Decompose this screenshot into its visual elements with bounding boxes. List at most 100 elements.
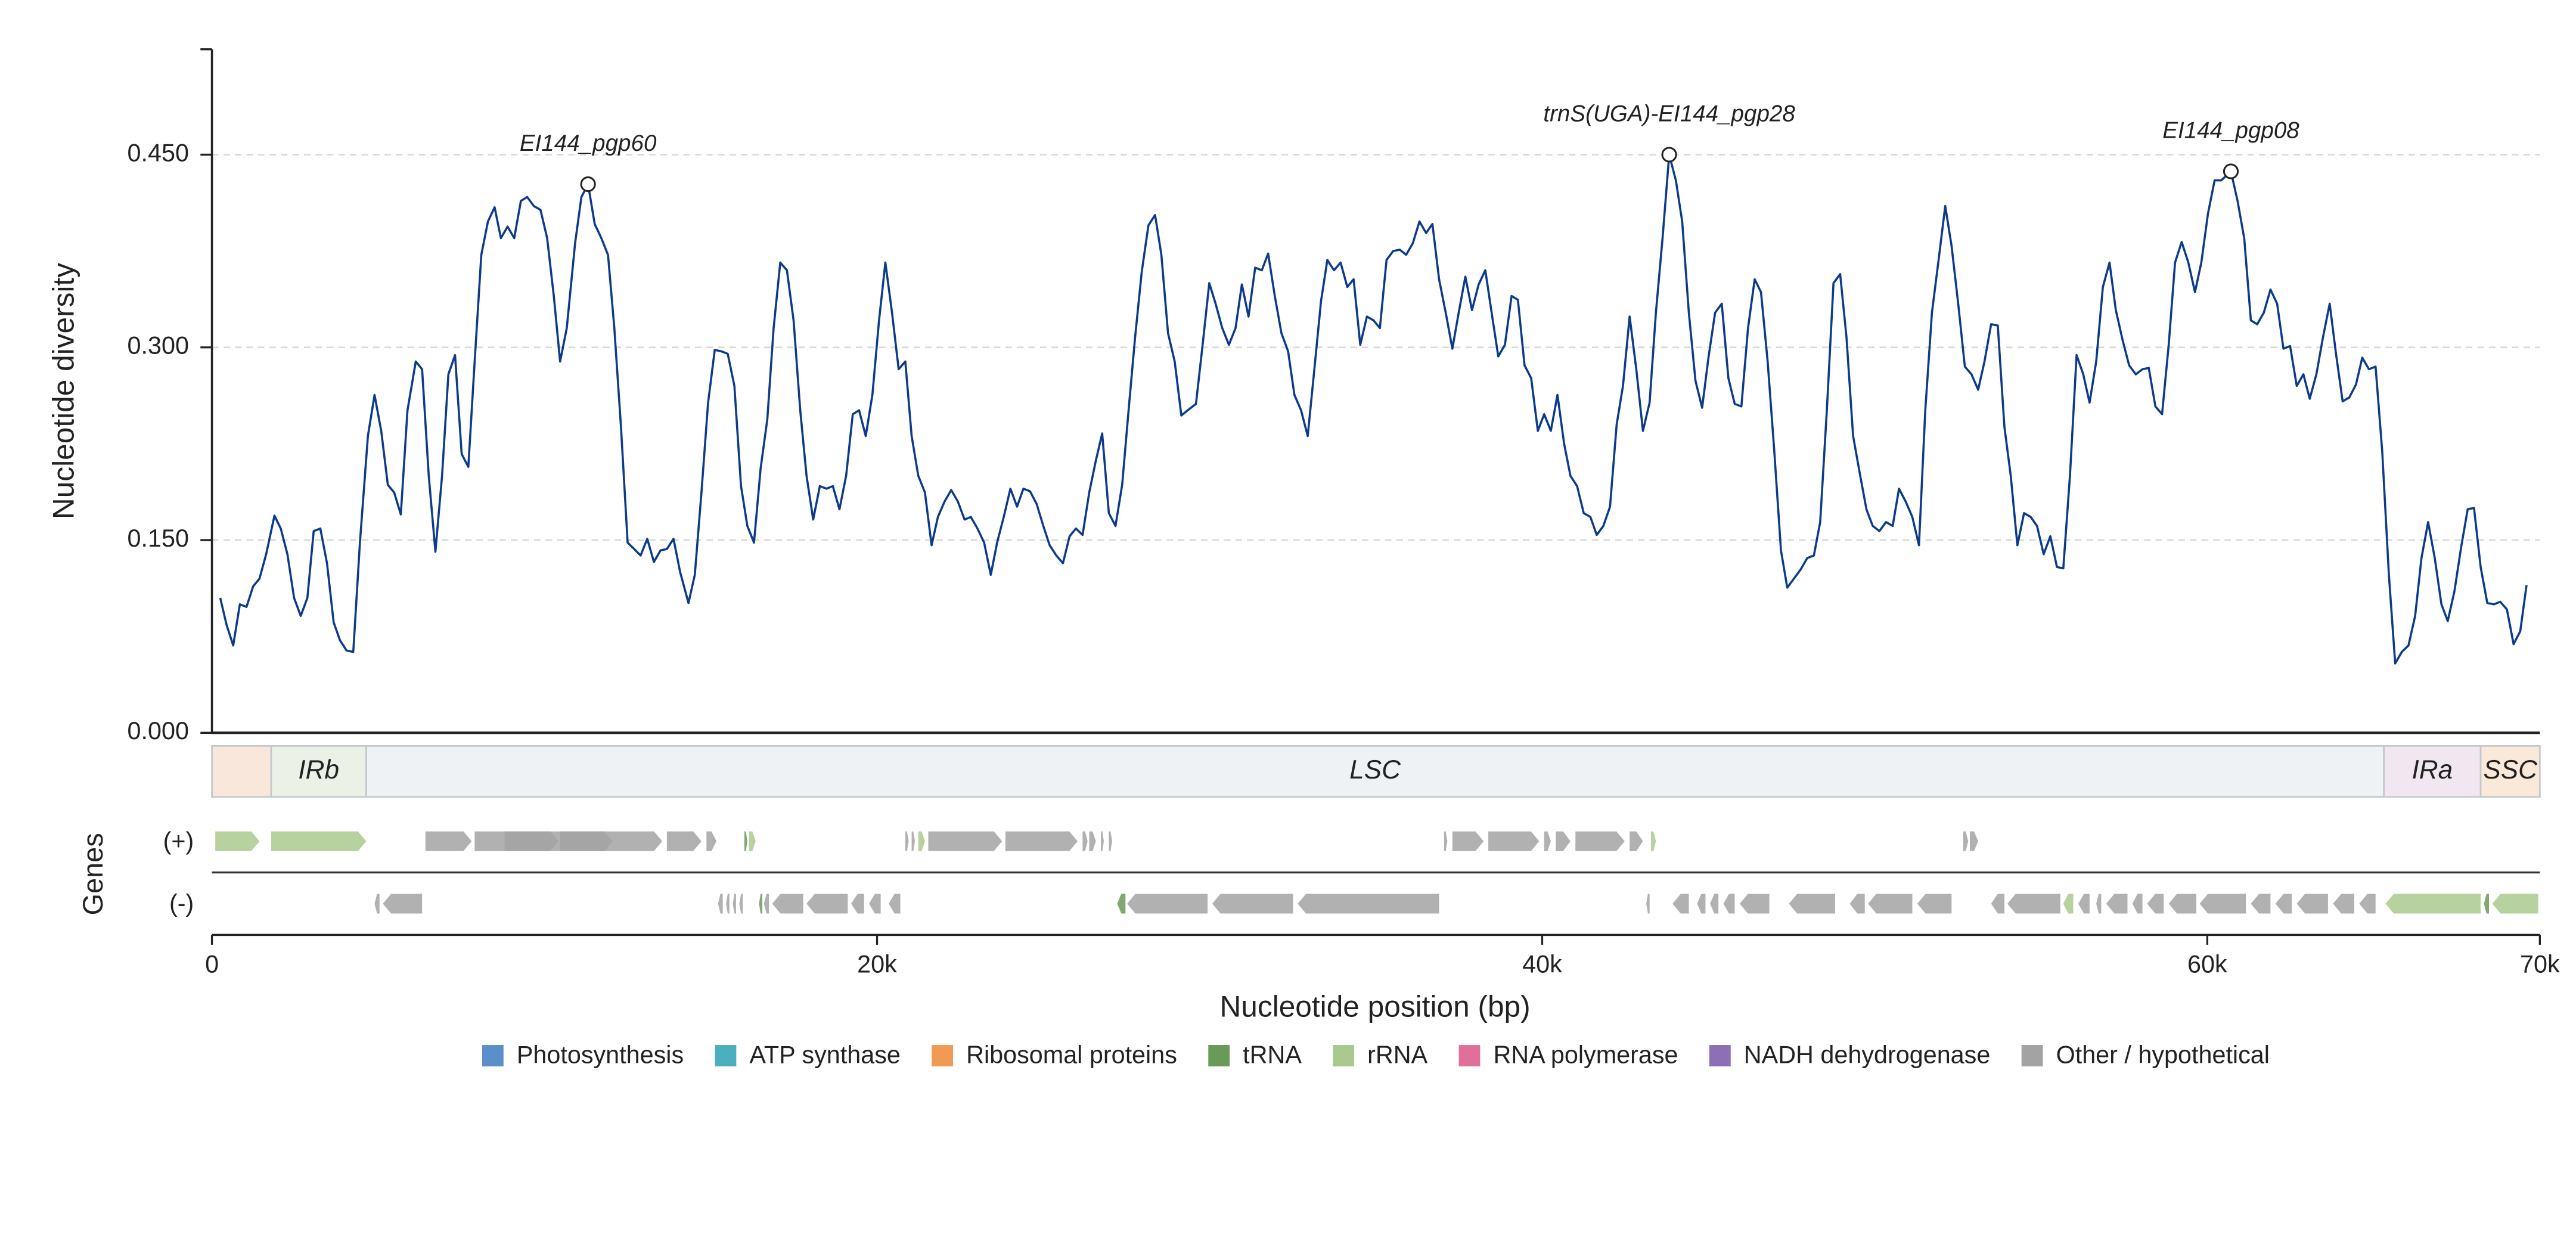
gene [911, 831, 915, 851]
gene [560, 831, 663, 851]
gene [1970, 831, 1978, 851]
y-tick-label: 0.450 [128, 139, 189, 166]
gene [1117, 894, 1126, 914]
x-tick-label: 60k [2187, 951, 2227, 978]
region [270, 745, 367, 798]
gene [772, 894, 803, 914]
gene [1005, 831, 1078, 851]
legend-label: rRNA [1367, 1041, 1427, 1068]
region-label: IRb [298, 755, 339, 784]
gene [1089, 831, 1096, 851]
gene [2106, 894, 2128, 914]
gene [1646, 894, 1650, 914]
gene [1298, 894, 1439, 914]
gene [918, 831, 925, 851]
gene [706, 831, 717, 851]
gene [869, 894, 881, 914]
legend-label: ATP synthase [749, 1041, 900, 1068]
legend-label: Other / hypothetical [2056, 1041, 2270, 1068]
gene [905, 831, 909, 851]
legend-swatch [1333, 1045, 1355, 1066]
gene [1917, 894, 1952, 914]
gene-track-label: Genes [77, 833, 108, 915]
gene [2251, 894, 2271, 914]
gene [2484, 894, 2489, 914]
gene [2385, 894, 2481, 914]
legend-swatch [1208, 1045, 1230, 1066]
gene [1212, 894, 1293, 914]
gene [1630, 831, 1643, 851]
gene [1697, 894, 1706, 914]
legend-label: NADH dehydrogenase [1744, 1041, 1991, 1068]
gene [764, 894, 769, 914]
diversity-line [219, 153, 2528, 665]
region-label: SSC [2483, 755, 2538, 784]
legend-label: RNA polymerase [1493, 1041, 1678, 1068]
annotation-label: EI144_pgp08 [2162, 117, 2299, 143]
gene [2199, 894, 2246, 914]
y-tick-label: 0.150 [128, 525, 189, 552]
gene [2492, 894, 2538, 914]
gene [1082, 831, 1088, 851]
gene [1672, 894, 1689, 914]
gene [759, 894, 763, 914]
gene [2359, 894, 2376, 914]
x-tick-label: 20k [857, 951, 897, 978]
gene [2078, 894, 2090, 914]
x-tick-label: 40k [1522, 951, 1562, 978]
legend-label: Photosynthesis [517, 1041, 684, 1068]
gene [1544, 831, 1551, 851]
gene [739, 894, 743, 914]
x-tick-label: 70k [2520, 951, 2560, 978]
gene [733, 894, 736, 914]
gene [1444, 831, 1448, 851]
gene [2147, 894, 2164, 914]
gene [1710, 894, 1719, 914]
gene [851, 894, 864, 914]
gene [2333, 894, 2354, 914]
gene [1488, 831, 1540, 851]
gene [2096, 894, 2102, 914]
gene [215, 831, 260, 851]
gene [749, 831, 756, 851]
gene [2132, 894, 2143, 914]
gene [1452, 831, 1484, 851]
legend-swatch [482, 1045, 504, 1066]
region [365, 745, 2385, 798]
gene [1109, 831, 1112, 851]
gene [2007, 894, 2060, 914]
gene [928, 831, 1003, 851]
y-tick-label: 0.300 [128, 332, 189, 359]
gene [2063, 894, 2074, 914]
gene [2296, 894, 2328, 914]
gene [744, 831, 747, 851]
region-label: IRa [2412, 755, 2453, 784]
y-axis-label: Nucleotide diversity [46, 263, 80, 519]
legend-swatch [2021, 1045, 2043, 1066]
x-axis-label: Nucleotide position (bp) [1219, 990, 1530, 1024]
annotation-label: EI144_pgp60 [520, 131, 657, 156]
gene [1789, 894, 1836, 914]
gene [1723, 894, 1735, 914]
legend-swatch [1458, 1045, 1481, 1066]
region [2383, 745, 2482, 798]
legend-swatch [715, 1045, 737, 1066]
gene [1868, 894, 1913, 914]
annotation-marker [2223, 163, 2239, 179]
gene [1991, 894, 2005, 914]
region [2479, 745, 2541, 798]
gene [1963, 831, 1969, 851]
gene [889, 894, 901, 914]
gene [1849, 894, 1865, 914]
annotation-marker [1661, 147, 1677, 163]
gene [1127, 894, 1208, 914]
gene [1101, 831, 1104, 851]
gene [726, 894, 730, 914]
gene [1650, 831, 1656, 851]
gene [1556, 831, 1571, 851]
gene [806, 894, 848, 914]
gene [425, 831, 472, 851]
gene [1575, 831, 1625, 851]
track-label: (+) [163, 827, 194, 855]
legend-swatch [932, 1045, 954, 1066]
